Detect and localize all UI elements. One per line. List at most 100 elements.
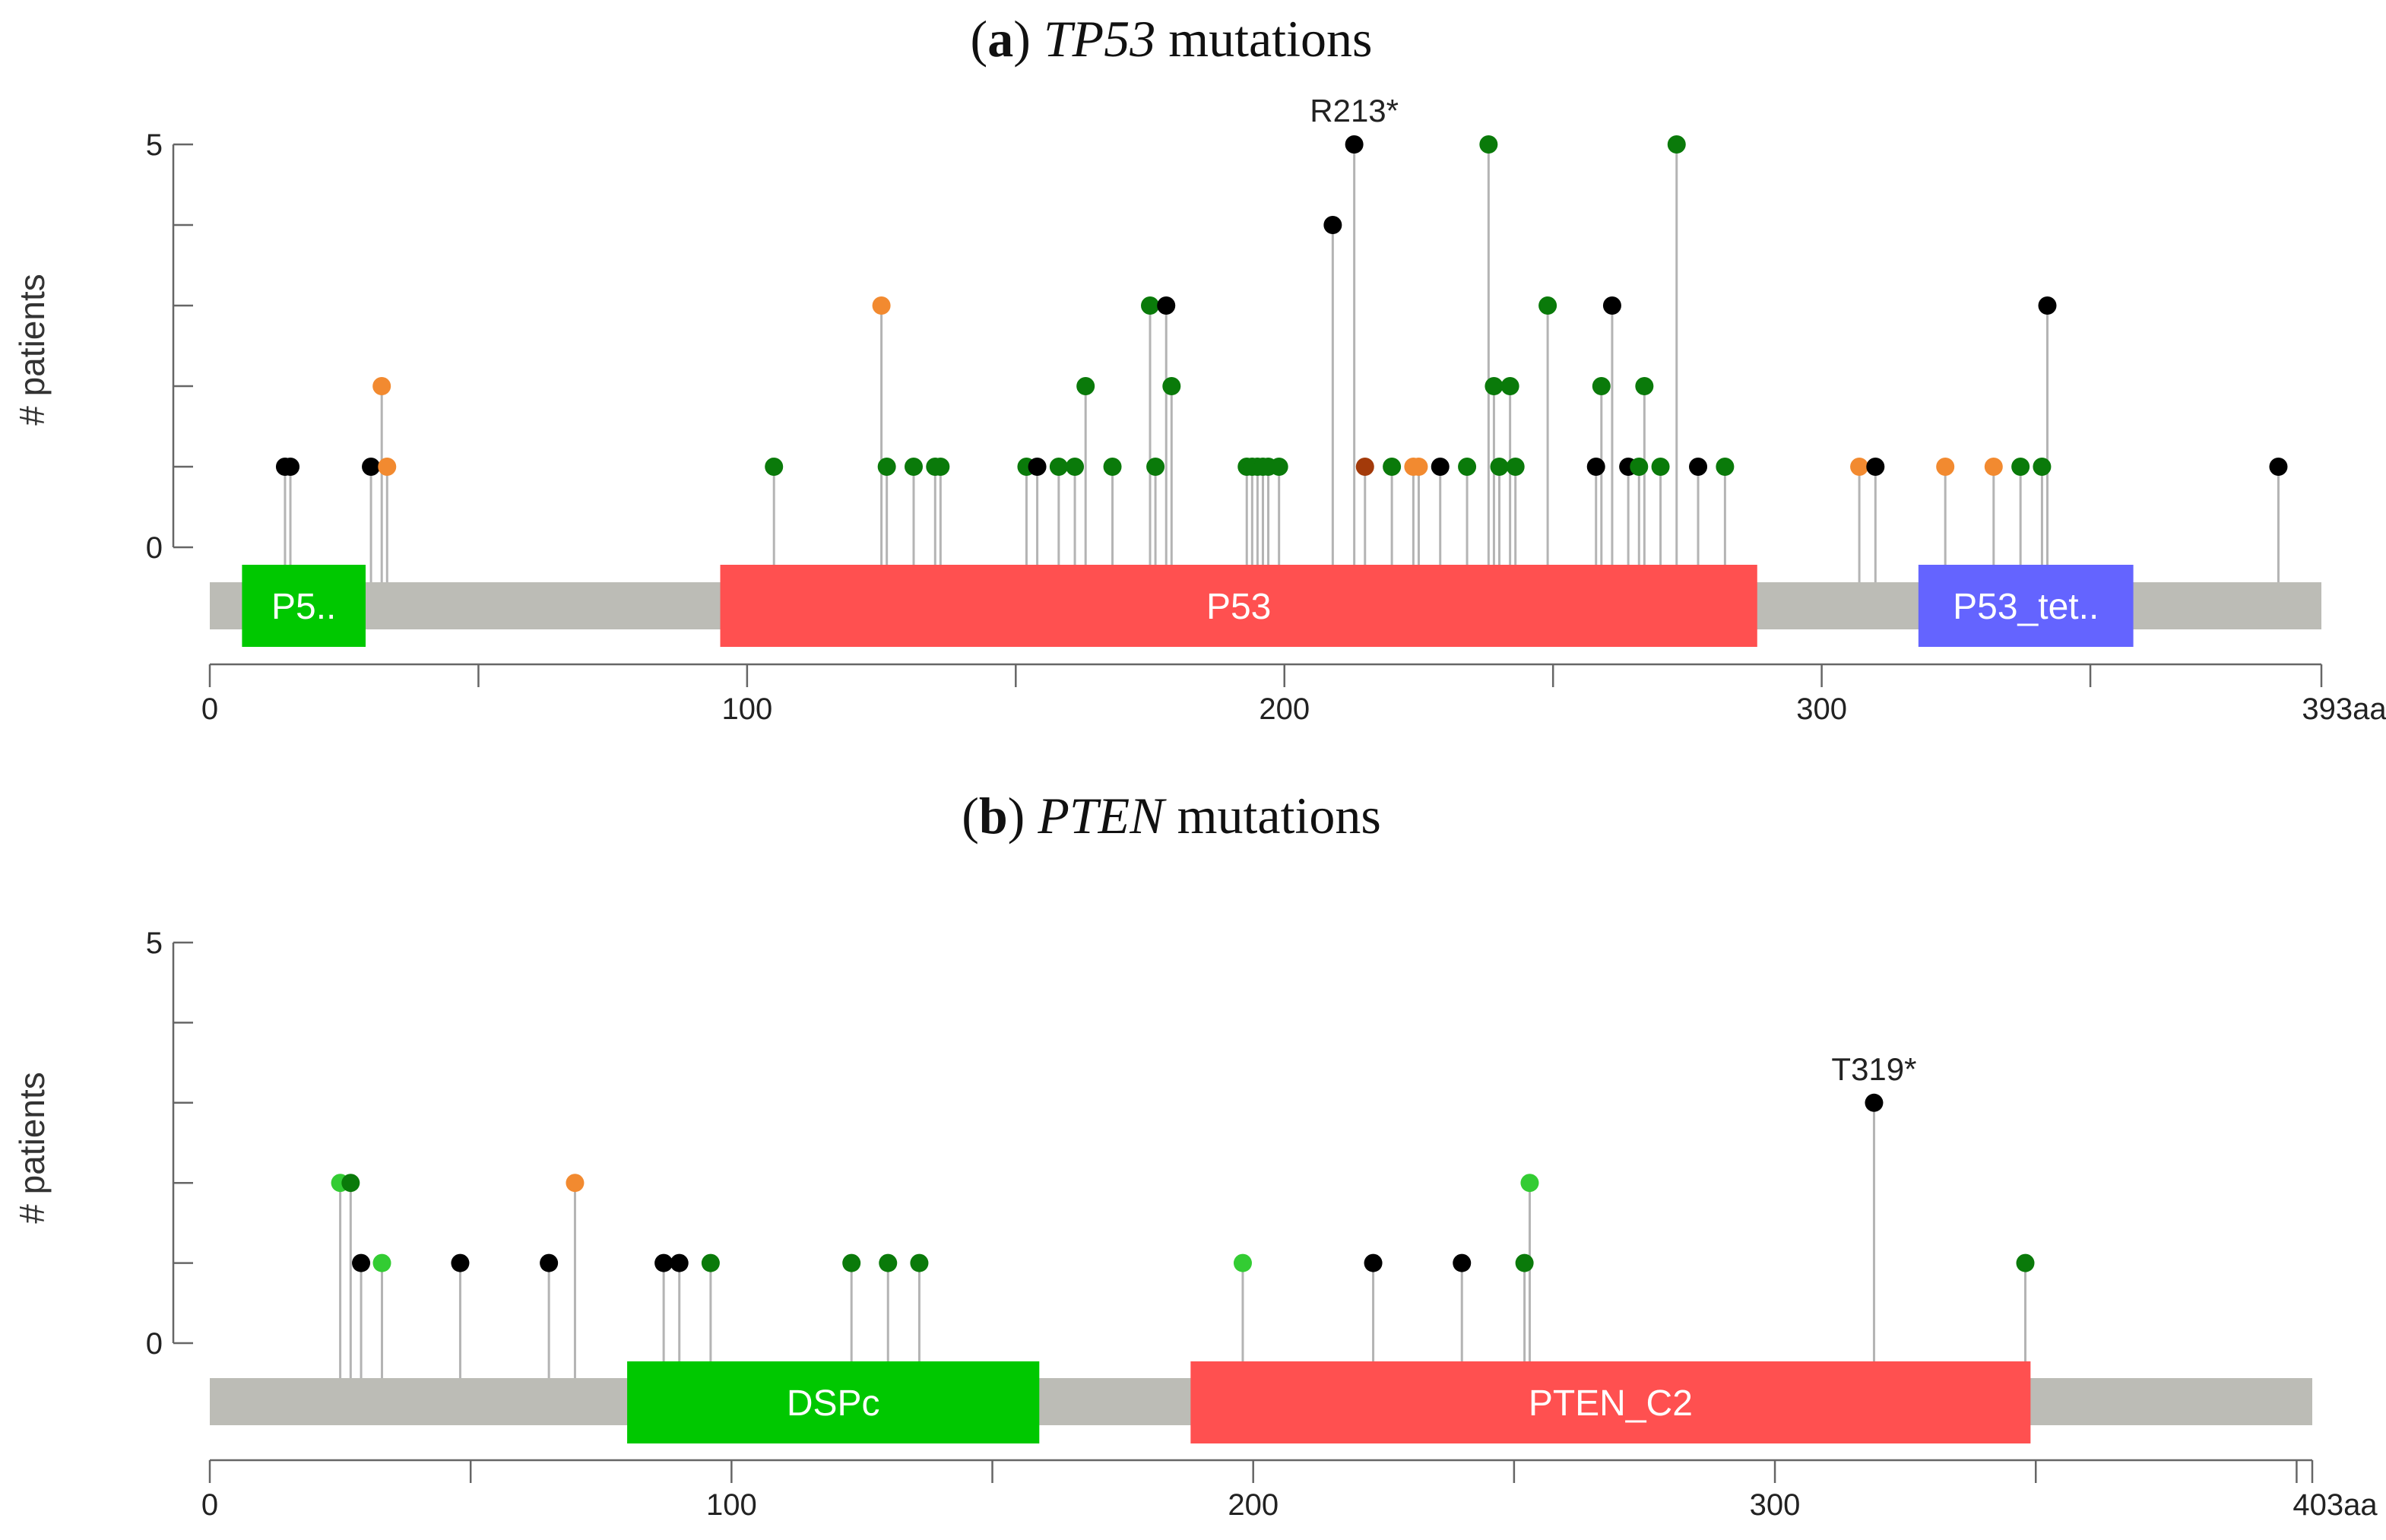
- mutation-point: [1049, 458, 1068, 476]
- domain-label: P53_tet..: [1953, 587, 2099, 627]
- x-tick-label: 300: [1796, 692, 1847, 726]
- mutation-point: [1431, 458, 1450, 476]
- mutation-point: [877, 458, 896, 476]
- mutation-lollipops: T319*: [331, 1051, 2035, 1378]
- mutation-point: [1146, 458, 1165, 476]
- y-axis: 05: [146, 128, 193, 565]
- mutation-point: [1409, 458, 1428, 476]
- mutation-point: [1630, 458, 1649, 476]
- mutation-label: T319*: [1831, 1051, 1916, 1087]
- mutation-label: R213*: [1310, 93, 1399, 128]
- mutation-point: [2016, 1253, 2035, 1272]
- mutation-point: [352, 1253, 371, 1272]
- domain-p53-tet: P53_tet..: [1918, 565, 2134, 647]
- mutation-point: [1538, 296, 1557, 315]
- mutation-point: [1515, 1253, 1534, 1272]
- mutation-point: [1479, 135, 1498, 154]
- domain-box: [1190, 1361, 2031, 1443]
- y-tick-label: 0: [146, 1327, 163, 1361]
- mutation-point: [842, 1253, 861, 1272]
- mutation-point: [2033, 458, 2052, 476]
- domain-box: [1918, 565, 2134, 647]
- x-tick-label: 200: [1259, 692, 1310, 726]
- mutation-point: [1866, 458, 1885, 476]
- y-tick-label: 5: [146, 927, 163, 960]
- domain-dspc: DSPc: [627, 1361, 1040, 1443]
- domain-box: [242, 565, 366, 647]
- mutation-point: [910, 1253, 929, 1272]
- domain-label: P5..: [271, 587, 336, 627]
- mutation-point: [1984, 458, 2003, 476]
- domain-label: P53: [1206, 587, 1271, 627]
- x-tick-label: 0: [201, 692, 218, 726]
- mutation-point: [1364, 1253, 1383, 1272]
- domain-box: [627, 1361, 1040, 1443]
- x-tick-label: 100: [721, 692, 772, 726]
- mutation-point: [1066, 458, 1085, 476]
- mutation-point: [1453, 1253, 1472, 1272]
- mutation-point: [1602, 296, 1621, 315]
- mutation-point: [1506, 458, 1525, 476]
- mutation-point: [905, 458, 923, 476]
- mutation-point: [566, 1174, 585, 1193]
- mutation-point: [1667, 135, 1686, 154]
- mutation-point: [670, 1253, 689, 1272]
- panel-title: (a) TP53 mutations: [971, 10, 1373, 68]
- mutation-point: [1103, 458, 1122, 476]
- x-tick-label: 300: [1750, 1488, 1801, 1522]
- domain-label: PTEN_C2: [1529, 1383, 1693, 1424]
- mutation-point: [931, 458, 950, 476]
- mutation-point: [1865, 1093, 1884, 1112]
- x-tick-label: 0: [201, 1488, 218, 1522]
- mutation-point: [1485, 377, 1504, 395]
- mutation-point: [1651, 458, 1670, 476]
- y-axis-label: # patients: [12, 274, 52, 425]
- mutation-point: [879, 1253, 898, 1272]
- mutation-point: [1716, 458, 1735, 476]
- mutation-point: [1586, 458, 1605, 476]
- mutation-point: [1355, 458, 1374, 476]
- mutation-point: [540, 1253, 559, 1272]
- mutation-point: [451, 1253, 470, 1272]
- panel-pten: (b) PTEN mutations # patients T319* 05DS…: [12, 787, 2378, 1522]
- mutation-point: [701, 1253, 720, 1272]
- mutation-point: [1936, 458, 1955, 476]
- mutation-point: [1592, 377, 1611, 395]
- x-tick-label: 100: [706, 1488, 757, 1522]
- mutation-point: [1383, 458, 1402, 476]
- mutation-point: [1157, 296, 1176, 315]
- y-tick-label: 0: [146, 531, 163, 565]
- mutation-point: [765, 458, 784, 476]
- x-axis: 0 100 200 300 403aa: [201, 1459, 2378, 1522]
- mutation-point: [1233, 1253, 1252, 1272]
- x-tick-label: 393aa: [2302, 692, 2386, 726]
- domain-p5: P5..: [242, 565, 366, 647]
- mutation-point: [1323, 216, 1342, 234]
- mutation-point: [1162, 377, 1181, 395]
- domain-label: DSPc: [787, 1383, 880, 1424]
- mutation-point: [1028, 458, 1047, 476]
- mutation-point: [1850, 458, 1869, 476]
- domain-box: [720, 565, 1757, 647]
- mutation-point: [378, 458, 397, 476]
- mutation-point: [1076, 377, 1095, 395]
- x-axis: 0 100 200 300 393aa: [201, 663, 2386, 726]
- mutation-point: [1500, 377, 1519, 395]
- mutation-lollipops: R213*: [275, 93, 2288, 582]
- mutation-point: [341, 1174, 360, 1193]
- mutation-point: [1520, 1174, 1539, 1193]
- mutation-point: [1345, 135, 1364, 154]
- mutation-point: [372, 377, 391, 395]
- y-axis: 05: [146, 927, 193, 1361]
- y-tick-label: 5: [146, 128, 163, 162]
- mutation-point: [1689, 458, 1708, 476]
- mutation-point: [654, 1253, 673, 1272]
- mutation-point: [281, 458, 300, 476]
- panel-tp53: (a) TP53 mutations # patients R213* 05P5…: [12, 10, 2386, 726]
- mutation-point: [2011, 458, 2030, 476]
- panel-title: (b) PTEN mutations: [962, 787, 1381, 844]
- mutation-point: [2269, 458, 2288, 476]
- x-tick-label: 403aa: [2293, 1488, 2378, 1522]
- mutation-point: [362, 458, 381, 476]
- mutation-point: [1269, 458, 1288, 476]
